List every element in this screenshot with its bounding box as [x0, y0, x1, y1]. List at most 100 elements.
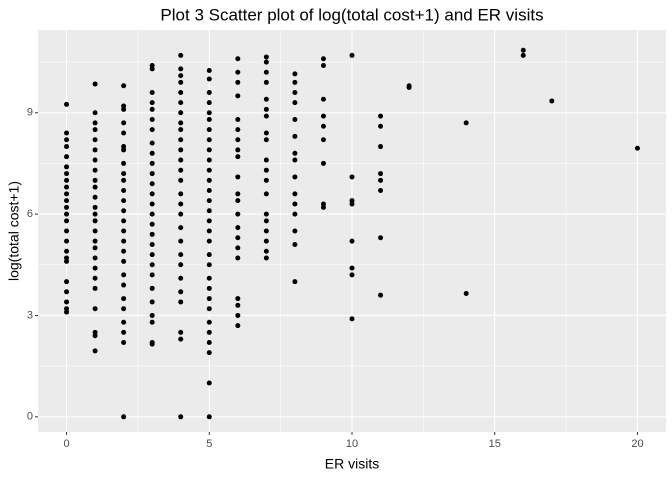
point — [206, 262, 212, 268]
point — [121, 160, 127, 166]
x-tick-label: 10 — [346, 438, 358, 450]
point — [121, 198, 127, 204]
point — [206, 117, 212, 123]
point — [206, 208, 212, 214]
point — [206, 167, 212, 173]
point — [92, 306, 98, 312]
point — [349, 265, 355, 271]
point — [463, 120, 469, 126]
point — [206, 306, 212, 312]
point — [263, 79, 269, 85]
point — [206, 275, 212, 281]
point — [178, 336, 184, 342]
point — [206, 218, 212, 224]
point — [92, 137, 98, 143]
point — [149, 242, 155, 248]
point — [206, 127, 212, 133]
point — [206, 157, 212, 163]
point — [64, 101, 70, 107]
point — [121, 218, 127, 224]
point — [235, 296, 241, 302]
point — [263, 157, 269, 163]
point — [206, 319, 212, 325]
point — [320, 204, 326, 210]
point — [92, 147, 98, 153]
point — [178, 262, 184, 268]
point — [92, 194, 98, 200]
point — [235, 235, 241, 241]
point — [121, 282, 127, 288]
point — [178, 157, 184, 163]
point — [92, 110, 98, 116]
point — [149, 191, 155, 197]
point — [349, 201, 355, 207]
point — [64, 289, 70, 295]
point — [178, 73, 184, 79]
point — [92, 333, 98, 339]
point — [178, 127, 184, 133]
point — [235, 93, 241, 99]
point — [263, 228, 269, 234]
point — [349, 52, 355, 58]
point — [149, 201, 155, 207]
point — [64, 198, 70, 204]
point — [149, 89, 155, 95]
chart-title: Plot 3 Scatter plot of log(total cost+1)… — [160, 5, 543, 24]
point — [178, 52, 184, 58]
point — [378, 187, 384, 193]
point — [149, 262, 155, 268]
point — [206, 252, 212, 258]
point — [92, 228, 98, 234]
point — [178, 79, 184, 85]
point — [92, 184, 98, 190]
point — [121, 319, 127, 325]
point — [149, 252, 155, 258]
point — [206, 339, 212, 345]
point — [64, 238, 70, 244]
point — [263, 238, 269, 244]
point — [320, 123, 326, 129]
point — [121, 208, 127, 214]
point — [121, 187, 127, 193]
point — [292, 191, 298, 197]
point — [292, 117, 298, 123]
point — [235, 174, 241, 180]
point — [149, 106, 155, 112]
point — [121, 83, 127, 89]
point — [378, 292, 384, 298]
point — [406, 84, 412, 90]
point — [263, 96, 269, 102]
point — [178, 191, 184, 197]
point — [235, 127, 241, 133]
point — [235, 312, 241, 318]
point — [92, 211, 98, 217]
point — [178, 299, 184, 305]
point — [64, 211, 70, 217]
point — [292, 174, 298, 180]
point — [263, 167, 269, 173]
point — [64, 137, 70, 143]
point — [92, 127, 98, 133]
point — [378, 171, 384, 177]
point — [178, 275, 184, 281]
point — [292, 150, 298, 156]
point — [121, 147, 127, 153]
point — [235, 117, 241, 123]
point — [263, 177, 269, 183]
point — [64, 279, 70, 285]
y-tick-label: 3 — [27, 309, 33, 321]
point — [235, 302, 241, 308]
point — [292, 228, 298, 234]
point — [121, 306, 127, 312]
point — [178, 289, 184, 295]
point — [92, 238, 98, 244]
point — [178, 211, 184, 217]
point — [206, 285, 212, 291]
point — [235, 56, 241, 62]
point — [235, 198, 241, 204]
point — [206, 147, 212, 153]
point — [178, 137, 184, 143]
point — [121, 272, 127, 278]
point — [320, 137, 326, 143]
point — [263, 211, 269, 217]
